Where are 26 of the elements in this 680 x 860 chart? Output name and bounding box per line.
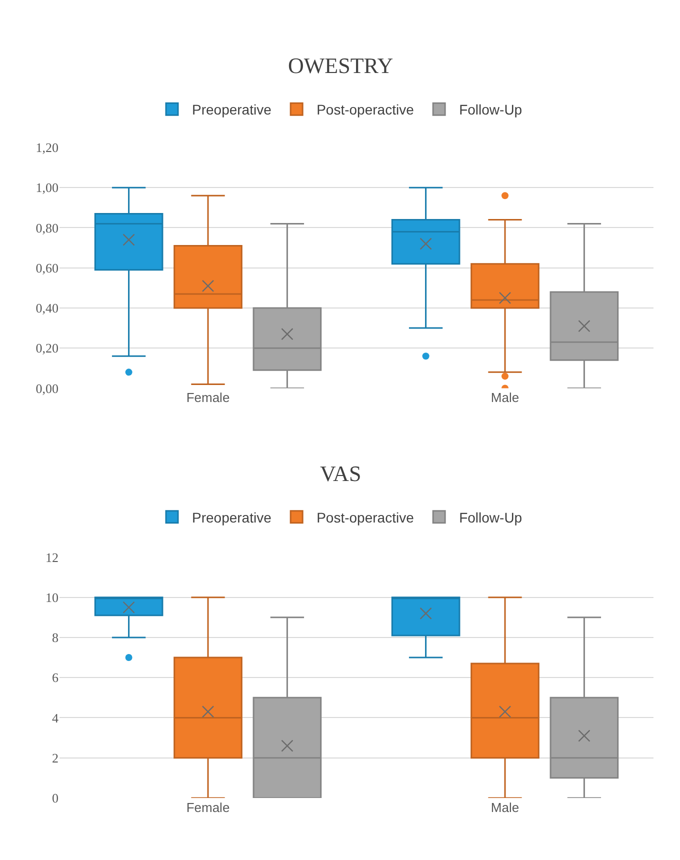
y-tick-label: 6 — [52, 670, 59, 686]
y-tick-label: 1,20 — [36, 140, 58, 156]
chart-title: OWESTRY — [288, 53, 394, 78]
legend-label: Follow-Up — [459, 102, 522, 118]
y-tick-label: 12 — [46, 550, 58, 565]
chart-title: VAS — [320, 461, 362, 486]
legend-label: Preoperative — [192, 102, 272, 118]
y-tick-label: 10 — [46, 590, 58, 605]
legend-label: Preoperative — [192, 509, 272, 526]
x-tick-label: Female — [186, 800, 230, 815]
y-tick-label: 1,00 — [36, 180, 58, 196]
y-tick-label: 8 — [52, 630, 58, 646]
legend-label: Post-operactive — [316, 102, 414, 118]
y-tick-label: 0,00 — [36, 380, 58, 396]
x-tick-label: Male — [490, 390, 520, 406]
y-tick-label: 0,40 — [36, 300, 58, 316]
y-tick-label: 2 — [52, 750, 58, 766]
legend-label: Post-operactive — [316, 509, 414, 526]
y-tick-label: 0,80 — [36, 220, 58, 236]
y-tick-label: 4 — [52, 710, 59, 726]
legend-label: Follow-Up — [459, 509, 522, 526]
y-tick-label: 0 — [52, 790, 58, 806]
y-tick-label: 0,20 — [36, 340, 58, 356]
x-tick-label: Female — [186, 390, 230, 406]
y-tick-label: 0,60 — [36, 260, 58, 276]
x-tick-label: Male — [490, 800, 520, 815]
